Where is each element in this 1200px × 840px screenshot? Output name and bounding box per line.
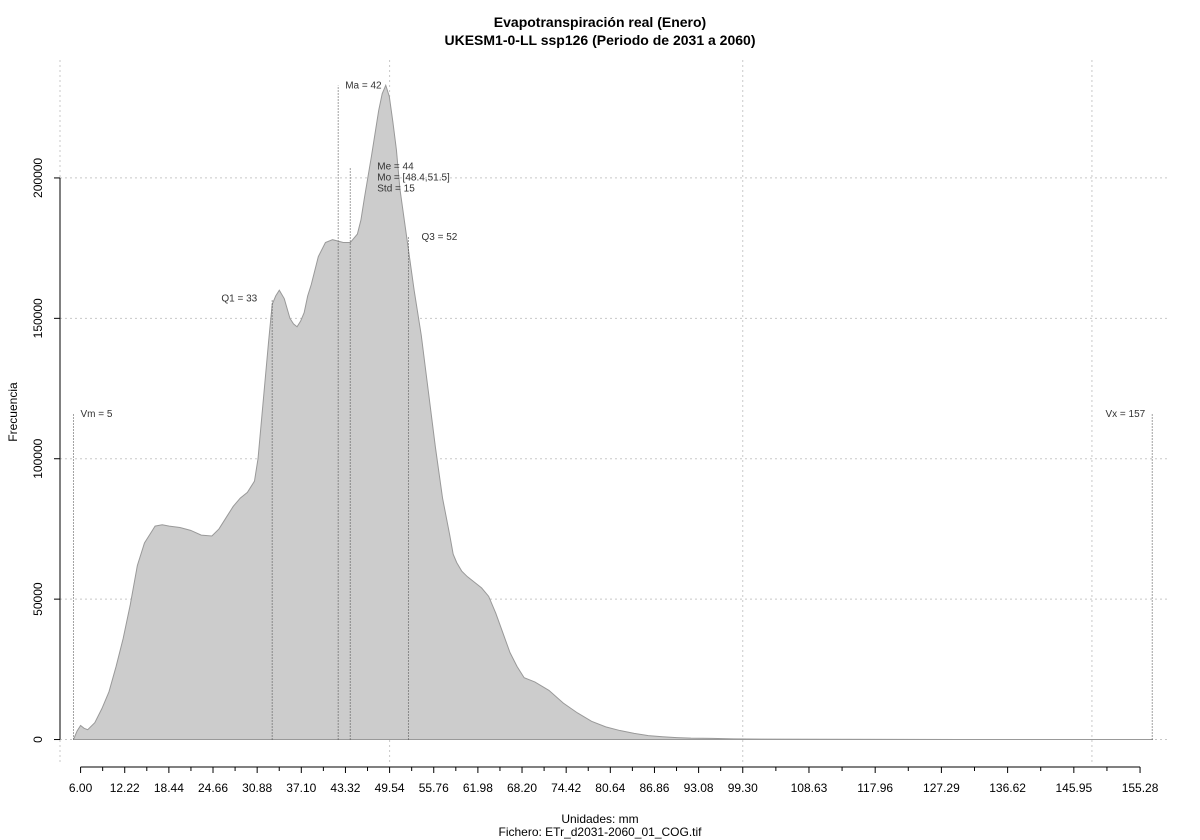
stat-marker-label: Q1 = 33 <box>221 294 257 305</box>
x-tick-label: 55.76 <box>419 781 449 795</box>
y-axis: 0 50000 100000 150000 200000 <box>31 158 61 743</box>
stat-marker-label: Me = 44 <box>377 162 414 173</box>
x-axis: 6.00 12.22 18.44 24.66 30.88 37.10 43.32 49.54 5… <box>69 766 1159 795</box>
stat-marker-label: Vx = 157 <box>1105 409 1145 420</box>
x-tick-label: 155.28 <box>1122 781 1159 795</box>
y-tick-label: 50000 <box>31 582 45 616</box>
x-tick-label: 117.96 <box>857 781 893 795</box>
y-tick-label: 200000 <box>31 158 45 198</box>
x-tick-label: 127.29 <box>923 781 960 795</box>
stat-marker-label: Q3 = 52 <box>421 232 457 243</box>
stat-marker-label: Ma = 42 <box>345 80 382 91</box>
stat-marker-label: Mo = [48.4,51.5] <box>377 173 450 184</box>
chart-title: Evapotranspiración real (Enero) <box>493 14 707 30</box>
y-tick-label: 150000 <box>31 298 45 338</box>
x-tick-label: 6.00 <box>69 781 93 795</box>
x-tick-label: 93.08 <box>684 781 714 795</box>
frequency-area <box>73 83 1153 741</box>
x-tick-label: 24.66 <box>198 781 228 795</box>
x-tick-label: 74.42 <box>551 781 581 795</box>
file-name-label: Fichero: ETr_d2031-2060_01_COG.tif <box>498 825 702 839</box>
x-tick-label: 136.62 <box>989 781 1026 795</box>
x-tick-label: 99.30 <box>728 781 758 795</box>
x-tick-label: 80.64 <box>595 781 625 795</box>
x-axis-label: Unidades: mm <box>561 812 639 826</box>
y-tick-label: 0 <box>31 736 45 743</box>
x-tick-label: 86.86 <box>639 781 669 795</box>
x-tick-label: 43.32 <box>330 781 360 795</box>
x-tick-label: 18.44 <box>154 781 184 795</box>
x-tick-label: 37.10 <box>286 781 316 795</box>
x-tick-label: 145.95 <box>1055 781 1092 795</box>
y-tick-label: 100000 <box>31 438 45 478</box>
x-tick-label: 30.88 <box>242 781 272 795</box>
chart-subtitle: UKESM1-0-LL ssp126 (Periodo de 2031 a 20… <box>444 32 756 48</box>
x-tick-label: 68.20 <box>507 781 537 795</box>
stat-marker-label: Vm = 5 <box>80 409 112 420</box>
x-tick-label: 49.54 <box>375 781 405 795</box>
x-tick-label: 108.63 <box>791 781 828 795</box>
x-tick-label: 61.98 <box>463 781 493 795</box>
stat-marker-label: Std = 15 <box>377 184 415 195</box>
x-tick-label: 12.22 <box>110 781 140 795</box>
